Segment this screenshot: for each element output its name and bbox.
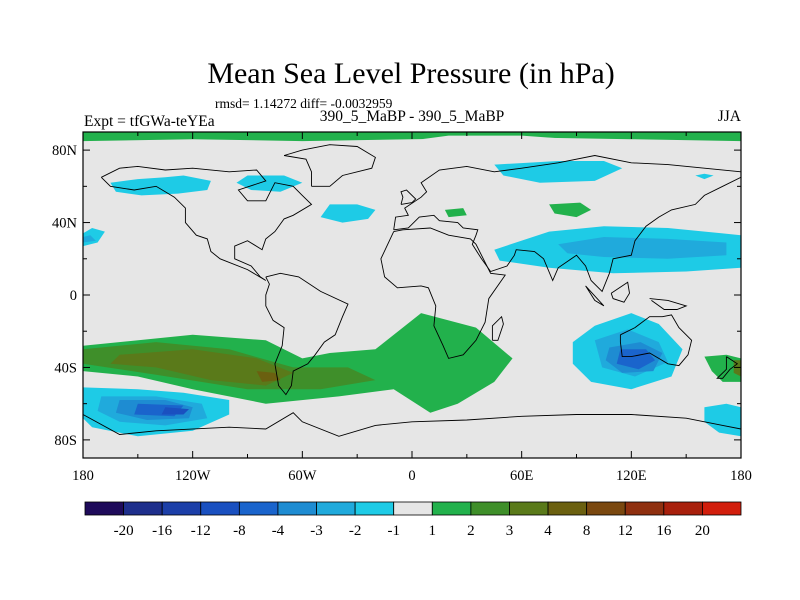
x-tick-label: 60W: [288, 468, 317, 484]
coastline-5: [283, 144, 376, 187]
colorbar-swatch: [431, 501, 472, 516]
colorbar-label: 12: [618, 523, 633, 539]
colorbar-label: 2: [467, 523, 475, 539]
coastline-3: [393, 155, 741, 293]
y-tick-label: 80S: [54, 433, 77, 449]
colorbar-label: -2: [349, 523, 362, 539]
coastline-7: [491, 315, 504, 341]
colorbar-swatch: [84, 501, 124, 516]
contour-region-nw-pacific-low-core: [558, 237, 727, 259]
contour-region-se-pacific-low-l8: [161, 407, 189, 415]
contour-region-eurasia-low: [494, 161, 623, 183]
contour-region-central-asia-high: [549, 202, 592, 218]
contour-region-n-atlantic-low: [320, 204, 376, 223]
x-tick-label: 120E: [616, 468, 647, 484]
colorbar-swatch: [547, 501, 588, 516]
colorbar-label: -3: [310, 523, 323, 539]
coastline-10: [585, 285, 605, 307]
coastline-layer: [83, 144, 741, 437]
map-panel: 180 120W 60W 0 60E 120E 180 80N 40N 0 40S 80S: [52, 131, 752, 484]
y-tick-label: 40S: [54, 360, 77, 376]
contour-region-s-ocean-low: [704, 403, 741, 437]
coastline-8: [716, 356, 739, 379]
colorbar-swatch: [702, 501, 742, 516]
colorbar: -20 -16 -12 -8 -4 -3 -2 -1 1 2 3 4 8 12 16 20: [84, 501, 742, 539]
experiment-label: Expt = tfGWa-teYEa: [84, 113, 215, 130]
season-label: JJA: [718, 108, 742, 125]
y-tick-label: 40N: [52, 216, 78, 232]
contour-region-n-pacific-low-b: [236, 175, 303, 192]
contour-region-s-midlat-high-l4: [110, 349, 294, 386]
stats-line: rmsd= 1.14272 diff= -0.0032959: [215, 96, 393, 111]
colorbar-label: -8: [233, 523, 246, 539]
contour-region-n-pacific-low-a: [110, 175, 211, 196]
colorbar-swatch: [586, 501, 626, 516]
colorbar-label: 16: [656, 523, 672, 539]
contour-region-east-siberia-low: [695, 173, 714, 180]
contour-region-s-midlat-high: [83, 313, 513, 413]
colorbar-label: -4: [272, 523, 285, 539]
colorbar-label: 1: [429, 523, 437, 539]
colorbar-swatch: [354, 501, 395, 516]
colorbar-label: -20: [114, 523, 134, 539]
contour-region-n-africa-high: [444, 208, 467, 218]
colorbar-swatch: [316, 501, 356, 516]
coastline-6: [83, 412, 741, 437]
x-tick-label: 0: [408, 468, 415, 484]
y-axis: 80N 40N 0 40S 80S: [52, 143, 741, 449]
contour-region-s-midlat-high-l8: [256, 371, 281, 382]
colorbar-label: -1: [387, 523, 400, 539]
coastline-12: [400, 189, 417, 205]
coastline-2: [380, 227, 506, 359]
colorbar-swatch: [663, 501, 703, 516]
x-tick-label: 120W: [175, 468, 211, 484]
colorbar-swatch: [624, 501, 665, 516]
coastline-9: [649, 298, 688, 310]
colorbar-label: 3: [506, 523, 514, 539]
colorbar-label: -16: [152, 523, 172, 539]
x-tick-label: 180: [730, 468, 752, 484]
colorbar-swatch: [393, 501, 433, 516]
colorbar-swatch: [238, 501, 279, 516]
y-tick-label: 80N: [52, 143, 78, 159]
colorbar-swatch: [161, 501, 202, 516]
colorbar-swatch: [470, 501, 510, 516]
coastline-1: [265, 272, 349, 396]
contour-region-arctic-ridge-gap: [421, 135, 559, 141]
colorbar-swatch: [509, 501, 549, 516]
x-tick-label: 180: [72, 468, 94, 484]
contour-region-pacific-dateline-low-core: [83, 235, 96, 243]
x-tick-label: 60E: [510, 468, 534, 484]
contour-region-sw-pacific-high-l4: [733, 360, 741, 377]
colorbar-swatch: [277, 501, 317, 516]
colorbar-label: 4: [544, 523, 552, 539]
colorbar-label: 8: [583, 523, 591, 539]
colorbar-label: -12: [191, 523, 211, 539]
y-tick-label: 0: [70, 288, 77, 304]
comparison-label: 390_5_MaBP - 390_5_MaBP: [320, 108, 505, 125]
contour-region-australia-low-l4: [616, 349, 656, 370]
contour-region-sw-pacific-high: [704, 354, 741, 382]
colorbar-swatch: [200, 501, 240, 516]
coastline-4: [619, 314, 693, 367]
figure-title: Mean Sea Level Pressure (in hPa): [207, 57, 614, 90]
colorbar-swatch: [123, 501, 163, 516]
coastline-11: [610, 281, 630, 303]
colorbar-label: 20: [695, 523, 710, 539]
x-axis: 180 120W 60W 0 60E 120E 180: [72, 132, 752, 484]
coastline-0: [100, 165, 313, 281]
